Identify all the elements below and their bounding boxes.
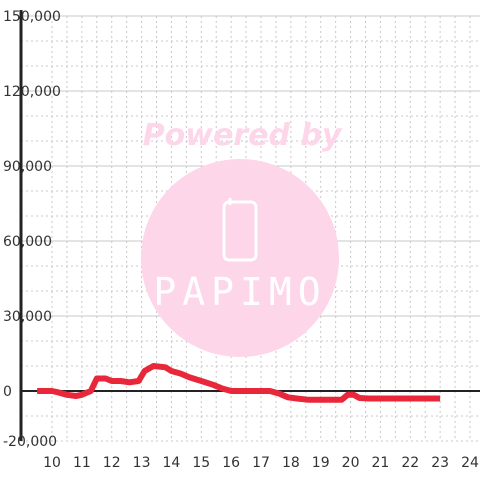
y-tick-label: 30,000 — [3, 309, 52, 325]
y-tick-label: -20,000 — [3, 434, 57, 450]
x-tick-label: 18 — [282, 455, 300, 471]
watermark-brand: PAPIMO — [153, 270, 326, 314]
x-tick-label: 17 — [252, 455, 270, 471]
x-tick-label: 20 — [342, 455, 360, 471]
x-tick-label: 15 — [192, 455, 210, 471]
phone-icon — [222, 198, 258, 262]
watermark: Powered by PAPIMO — [141, 118, 343, 357]
grid — [21, 15, 480, 442]
x-tick-label: 21 — [372, 455, 390, 471]
x-tick-label: 12 — [103, 455, 121, 471]
x-tick-label: 22 — [401, 455, 419, 471]
watermark-circle — [141, 159, 339, 357]
y-tick-label: 60,000 — [3, 234, 52, 250]
y-tick-label: 0 — [3, 384, 12, 400]
x-tick-label: 13 — [133, 455, 151, 471]
y-tick-label: 120,000 — [3, 84, 61, 100]
x-tick-label: 19 — [312, 455, 330, 471]
y-tick-label: 150,000 — [3, 9, 61, 25]
watermark-powered-by: Powered by — [143, 118, 343, 153]
tick-labels: 150,000 120,000 90,000 60,000 30,000 0 -20,000… — [3, 9, 479, 471]
x-tick-label: 16 — [222, 455, 240, 471]
x-tick-label: 11 — [73, 455, 91, 471]
series-line-0 — [37, 363, 441, 403]
y-tick-label: 90,000 — [3, 159, 52, 175]
x-tick-label: 14 — [163, 455, 181, 471]
x-tick-label: 24 — [461, 455, 479, 471]
x-tick-label: 23 — [431, 455, 449, 471]
x-tick-label: 10 — [43, 455, 61, 471]
series-layer — [37, 363, 441, 403]
